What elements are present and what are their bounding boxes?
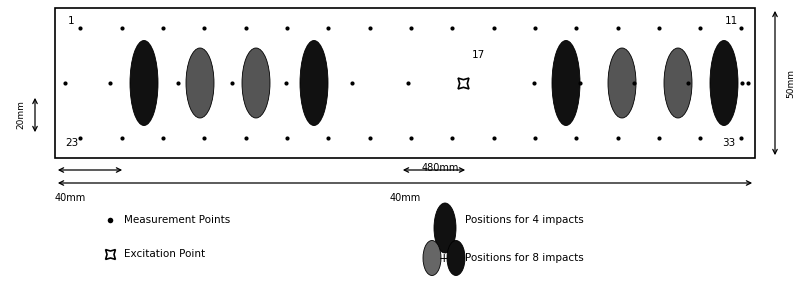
Text: 23: 23 [65, 138, 79, 148]
Text: 17: 17 [472, 50, 485, 60]
Ellipse shape [242, 48, 270, 118]
Ellipse shape [664, 48, 692, 118]
Ellipse shape [608, 48, 636, 118]
Ellipse shape [447, 240, 465, 275]
Ellipse shape [434, 203, 456, 253]
Text: 40mm: 40mm [55, 193, 86, 203]
Text: Positions for 4 impacts: Positions for 4 impacts [465, 215, 584, 225]
Bar [55, 8, 755, 158]
Ellipse shape [552, 40, 580, 125]
Ellipse shape [710, 40, 738, 125]
Text: 40mm: 40mm [390, 193, 421, 203]
Text: 33: 33 [722, 138, 735, 148]
Text: +: + [439, 251, 450, 264]
Text: Measurement Points: Measurement Points [124, 215, 230, 225]
Ellipse shape [130, 40, 158, 125]
Text: 11: 11 [725, 16, 738, 26]
Ellipse shape [300, 40, 328, 125]
Text: 20mm: 20mm [16, 101, 25, 129]
Text: Positions for 8 impacts: Positions for 8 impacts [465, 253, 584, 263]
Text: Excitation Point: Excitation Point [124, 249, 205, 259]
Ellipse shape [186, 48, 214, 118]
Text: 480mm: 480mm [421, 163, 458, 173]
Ellipse shape [423, 240, 441, 275]
Text: 50mm: 50mm [787, 68, 795, 97]
Text: 1: 1 [68, 16, 75, 26]
